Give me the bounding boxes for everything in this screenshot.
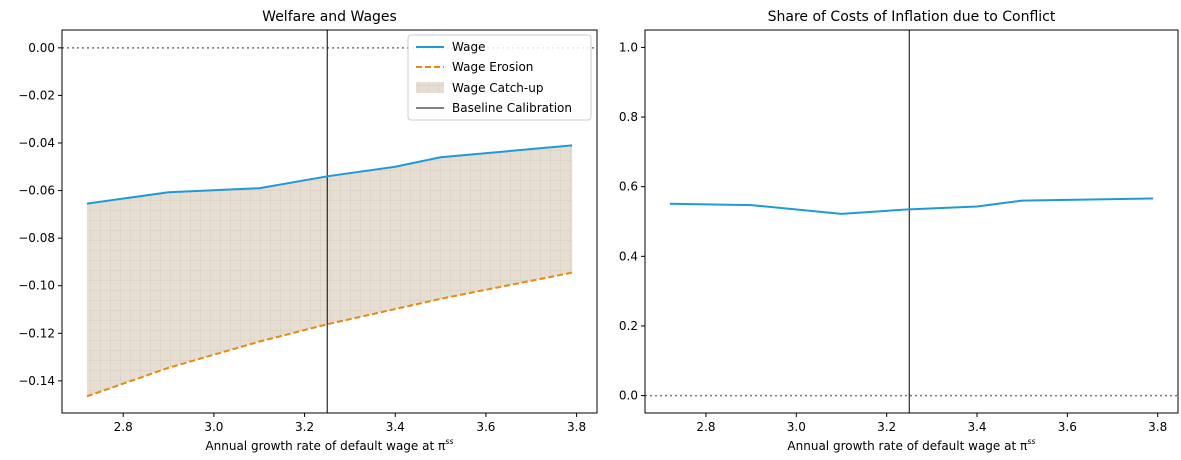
- x-axis-label: Annual growth rate of default wage at πs…: [787, 437, 1035, 453]
- x-axis-label-text: Annual growth rate of default wage at π: [787, 439, 1027, 453]
- legend-box: [407, 34, 592, 121]
- x-tick-label: 3.0: [787, 420, 806, 434]
- chart-title: Welfare and Wages: [262, 9, 397, 25]
- chart-title: Share of Costs of Inflation due to Confl…: [768, 9, 1056, 25]
- legend-label-wage: Wage: [452, 40, 485, 54]
- x-tick-label: 3.6: [1058, 420, 1077, 434]
- inflation-cost-share-panel: Share of Costs of Inflation due to Confl…: [619, 9, 1179, 453]
- legend: Wage Wage Erosion Wage Catch-up Baseline…: [407, 34, 592, 121]
- legend-label-baseline-calibration: Baseline Calibration: [452, 101, 572, 115]
- x-axis-label-superscript: ss: [445, 437, 453, 446]
- fill-wage-catch-up: [86, 145, 573, 397]
- y-tick-label: 0.00: [28, 41, 55, 55]
- x-tick-label: 3.0: [204, 420, 223, 434]
- x-axis-label-superscript: ss: [1027, 437, 1035, 446]
- y-tick-label: −0.10: [18, 279, 55, 293]
- series-0-line: [669, 197, 1154, 215]
- axes-frame: [644, 29, 1179, 414]
- y-tick-label: −0.08: [18, 231, 55, 245]
- x-tick-label: 3.2: [877, 420, 896, 434]
- y-tick-label: 0.0: [619, 389, 638, 403]
- y-tick-label: 0.6: [619, 180, 638, 194]
- x-axis-label: Annual growth rate of default wage at πs…: [205, 437, 453, 453]
- y-tick-label: −0.02: [18, 88, 55, 102]
- y-tick-label: 0.4: [619, 249, 638, 263]
- welfare-wages-panel: Welfare and Wages 2.8 3.0 3.2 3.4 3.6 3.8 0.00…: [18, 9, 598, 453]
- y-tick-label: 0.2: [619, 319, 638, 333]
- y-tick-label: −0.12: [18, 326, 55, 340]
- x-tick-label: 3.6: [476, 420, 495, 434]
- x-tick-label: 3.4: [967, 420, 986, 434]
- y-tick-label: −0.06: [18, 184, 55, 198]
- x-tick-label: 3.4: [386, 420, 405, 434]
- axes-frame: [61, 29, 598, 414]
- plot-area: 2.8 3.0 3.2 3.4 3.6 3.8 0.00 −0.02 −0.04 −0.06 −0.…: [18, 29, 598, 434]
- x-tick-label: 3.8: [1148, 420, 1167, 434]
- x-tick-label: 3.2: [295, 420, 314, 434]
- legend-label-wage-erosion: Wage Erosion: [452, 60, 533, 74]
- plot-area: 2.8 3.0 3.2 3.4 3.6 3.8 0.0 0.2 0.4 0.6 0.8 1.0: [619, 29, 1179, 434]
- x-tick-label: 3.8: [567, 420, 586, 434]
- legend-label-wage-catch-up: Wage Catch-up: [452, 81, 543, 95]
- y-tick-label: 1.0: [619, 40, 638, 54]
- x-tick-label: 2.8: [114, 420, 133, 434]
- x-axis-label-text: Annual growth rate of default wage at π: [205, 439, 445, 453]
- y-tick-label: −0.14: [18, 374, 55, 388]
- y-tick-label: −0.04: [18, 136, 55, 150]
- x-tick-label: 2.8: [696, 420, 715, 434]
- legend-swatch-wage-catch-up: [416, 82, 444, 93]
- y-tick-label: 0.8: [619, 110, 638, 124]
